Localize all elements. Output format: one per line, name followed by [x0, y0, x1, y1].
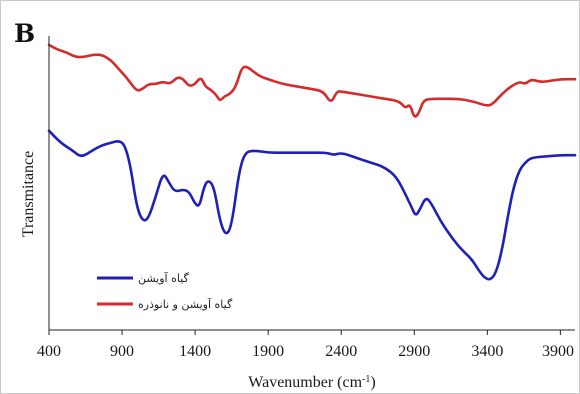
x-ticks: 400 900 1400 1900 2400 2900 3400 3900	[37, 330, 574, 360]
series-line-1	[47, 129, 577, 281]
x-tick-label-400: 400	[37, 343, 61, 360]
series-line-2	[47, 43, 577, 118]
x-tick-label-2900: 2900	[398, 343, 430, 360]
x-tick-label-1900: 1900	[252, 343, 284, 360]
x-axis-unit: (cm	[337, 374, 362, 391]
x-axis-unit-sup: -1	[362, 374, 370, 385]
x-axis-unit-end: )	[370, 374, 375, 391]
y-axis-label: Transmitance	[20, 151, 37, 238]
x-axis-label: Wavenumber (cm-1)	[248, 374, 375, 391]
series-lines	[47, 43, 577, 281]
panel-label: B	[14, 19, 35, 48]
x-tick-label-2400: 2400	[325, 343, 357, 360]
legend: گیاه آویشن گیاه آویشن و نانوذره	[97, 271, 233, 311]
x-tick-label-1400: 1400	[179, 343, 211, 360]
x-tick-label-3400: 3400	[471, 343, 503, 360]
legend-label-series-1: گیاه آویشن	[138, 271, 190, 285]
x-tick-label-3900: 3900	[542, 343, 574, 360]
legend-label-series-2: گیاه آویشن و نانوذره	[138, 297, 233, 311]
x-axis-label-main: Wavenumber	[248, 374, 334, 391]
x-tick-label-900: 900	[110, 343, 134, 360]
